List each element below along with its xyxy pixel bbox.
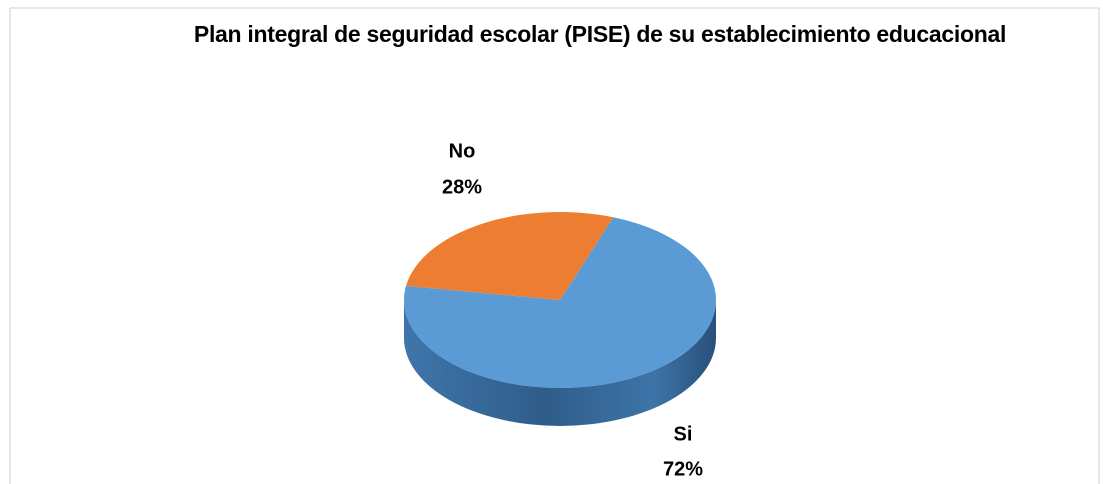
chart-title: Plan integral de seguridad escolar (PISE… xyxy=(193,21,1007,47)
slice-side xyxy=(404,300,716,426)
slice xyxy=(406,211,614,300)
data-label-category: Si xyxy=(674,423,693,445)
data-label-category: No xyxy=(449,140,476,162)
data-label-value: 72% xyxy=(663,458,703,480)
data-label-value: 28% xyxy=(442,176,482,198)
slice xyxy=(404,217,716,388)
